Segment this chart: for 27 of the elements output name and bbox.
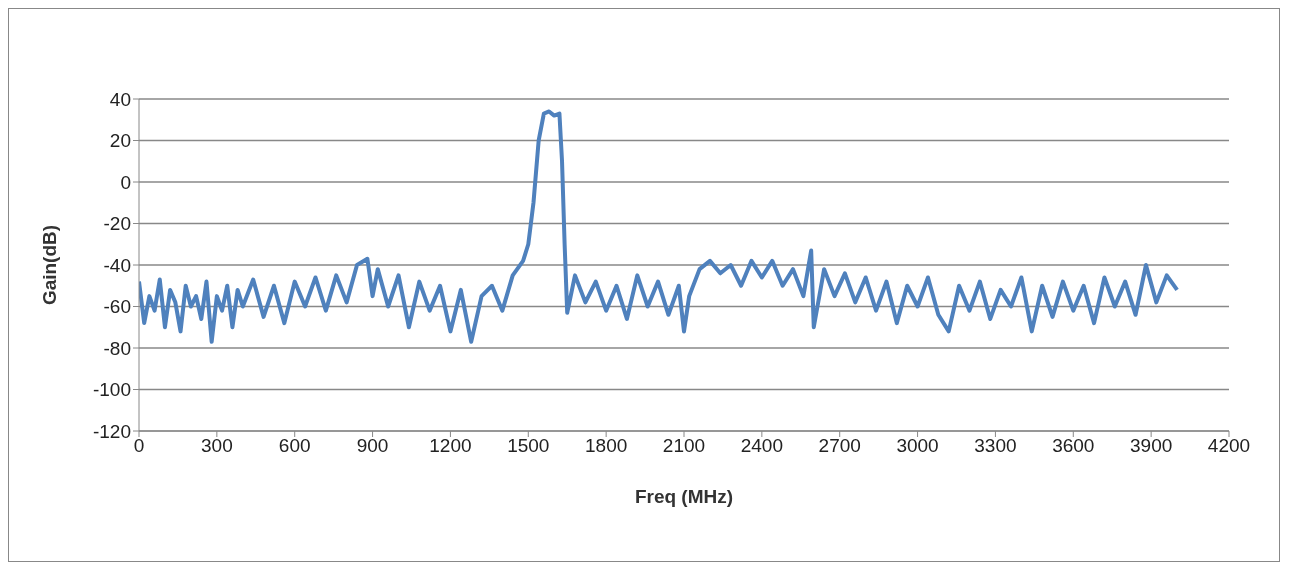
y-tick-label: -40: [103, 254, 131, 276]
y-tick-label: 40: [109, 88, 131, 110]
x-tick-label: 0: [133, 435, 145, 457]
y-axis-title: Gain(dB): [38, 224, 60, 306]
y-tick-label: 0: [120, 171, 131, 193]
line-series: [139, 109, 1180, 344]
x-tick-label: 1800: [585, 435, 628, 457]
x-tick-label: 300: [201, 435, 233, 457]
x-axis-title: Freq (MHz): [634, 486, 734, 507]
y-tick-label: -60: [103, 296, 131, 318]
x-tick-label: 600: [278, 435, 311, 457]
y-tick-label: -100: [92, 379, 131, 401]
x-tick-label: 1200: [429, 435, 472, 457]
y-tick-label: -80: [103, 337, 131, 359]
y-tick-label: 20: [109, 130, 131, 152]
x-tick-label: 3000: [896, 435, 939, 457]
x-tick-label: 3900: [1130, 435, 1173, 457]
x-tick-label: 3600: [1052, 435, 1095, 457]
x-tick-label: 1500: [507, 435, 550, 457]
x-tick-label: 2400: [740, 435, 783, 457]
x-tick-label: 3300: [974, 435, 1017, 457]
x-tick-label: 4200: [1207, 435, 1251, 457]
x-tick-label: 2100: [662, 435, 706, 457]
x-tick-label: 900: [356, 435, 389, 457]
y-tick-label: -20: [103, 213, 131, 235]
y-tick-label: -120: [92, 420, 131, 442]
x-tick-label: 2700: [818, 435, 861, 457]
